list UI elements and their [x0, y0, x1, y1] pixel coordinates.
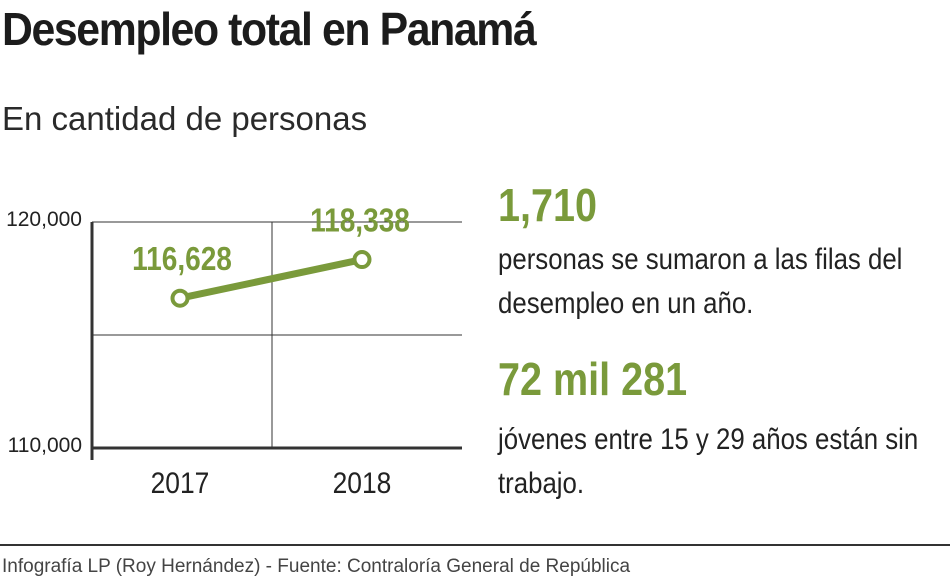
- chart-title: Desempleo total en Panamá: [2, 3, 537, 55]
- data-label-2017: 116,628: [132, 241, 232, 278]
- data-label-2018: 118,338: [310, 202, 410, 239]
- data-point-2018: [352, 250, 372, 270]
- data-point-2017: [170, 288, 190, 308]
- stat-text-youth-unemployed: jóvenes entre 15 y 29 años están sin tra…: [498, 423, 919, 500]
- x-tick-label-2017: 2017: [151, 465, 210, 499]
- footer-credit: Infografía LP (Roy Hernández) - Fuente: …: [2, 556, 631, 577]
- chart-subtitle: En cantidad de personas: [2, 100, 368, 137]
- stat-number-new-unemployed: 1,710: [498, 179, 598, 231]
- series-line: [176, 256, 366, 302]
- stat-number-youth-unemployed: 72 mil 281: [498, 353, 688, 405]
- footer-divider: [0, 544, 950, 546]
- y-tick-label-1: 120,000: [6, 208, 82, 231]
- y-tick-label-0: 110,000: [8, 434, 82, 457]
- x-tick-label-2018: 2018: [333, 465, 392, 499]
- line-chart: 110,000 120,000 2017 2018 116,628 118,338: [6, 202, 462, 499]
- stat-text-new-unemployed: personas se sumaron a las filas del dese…: [498, 243, 903, 320]
